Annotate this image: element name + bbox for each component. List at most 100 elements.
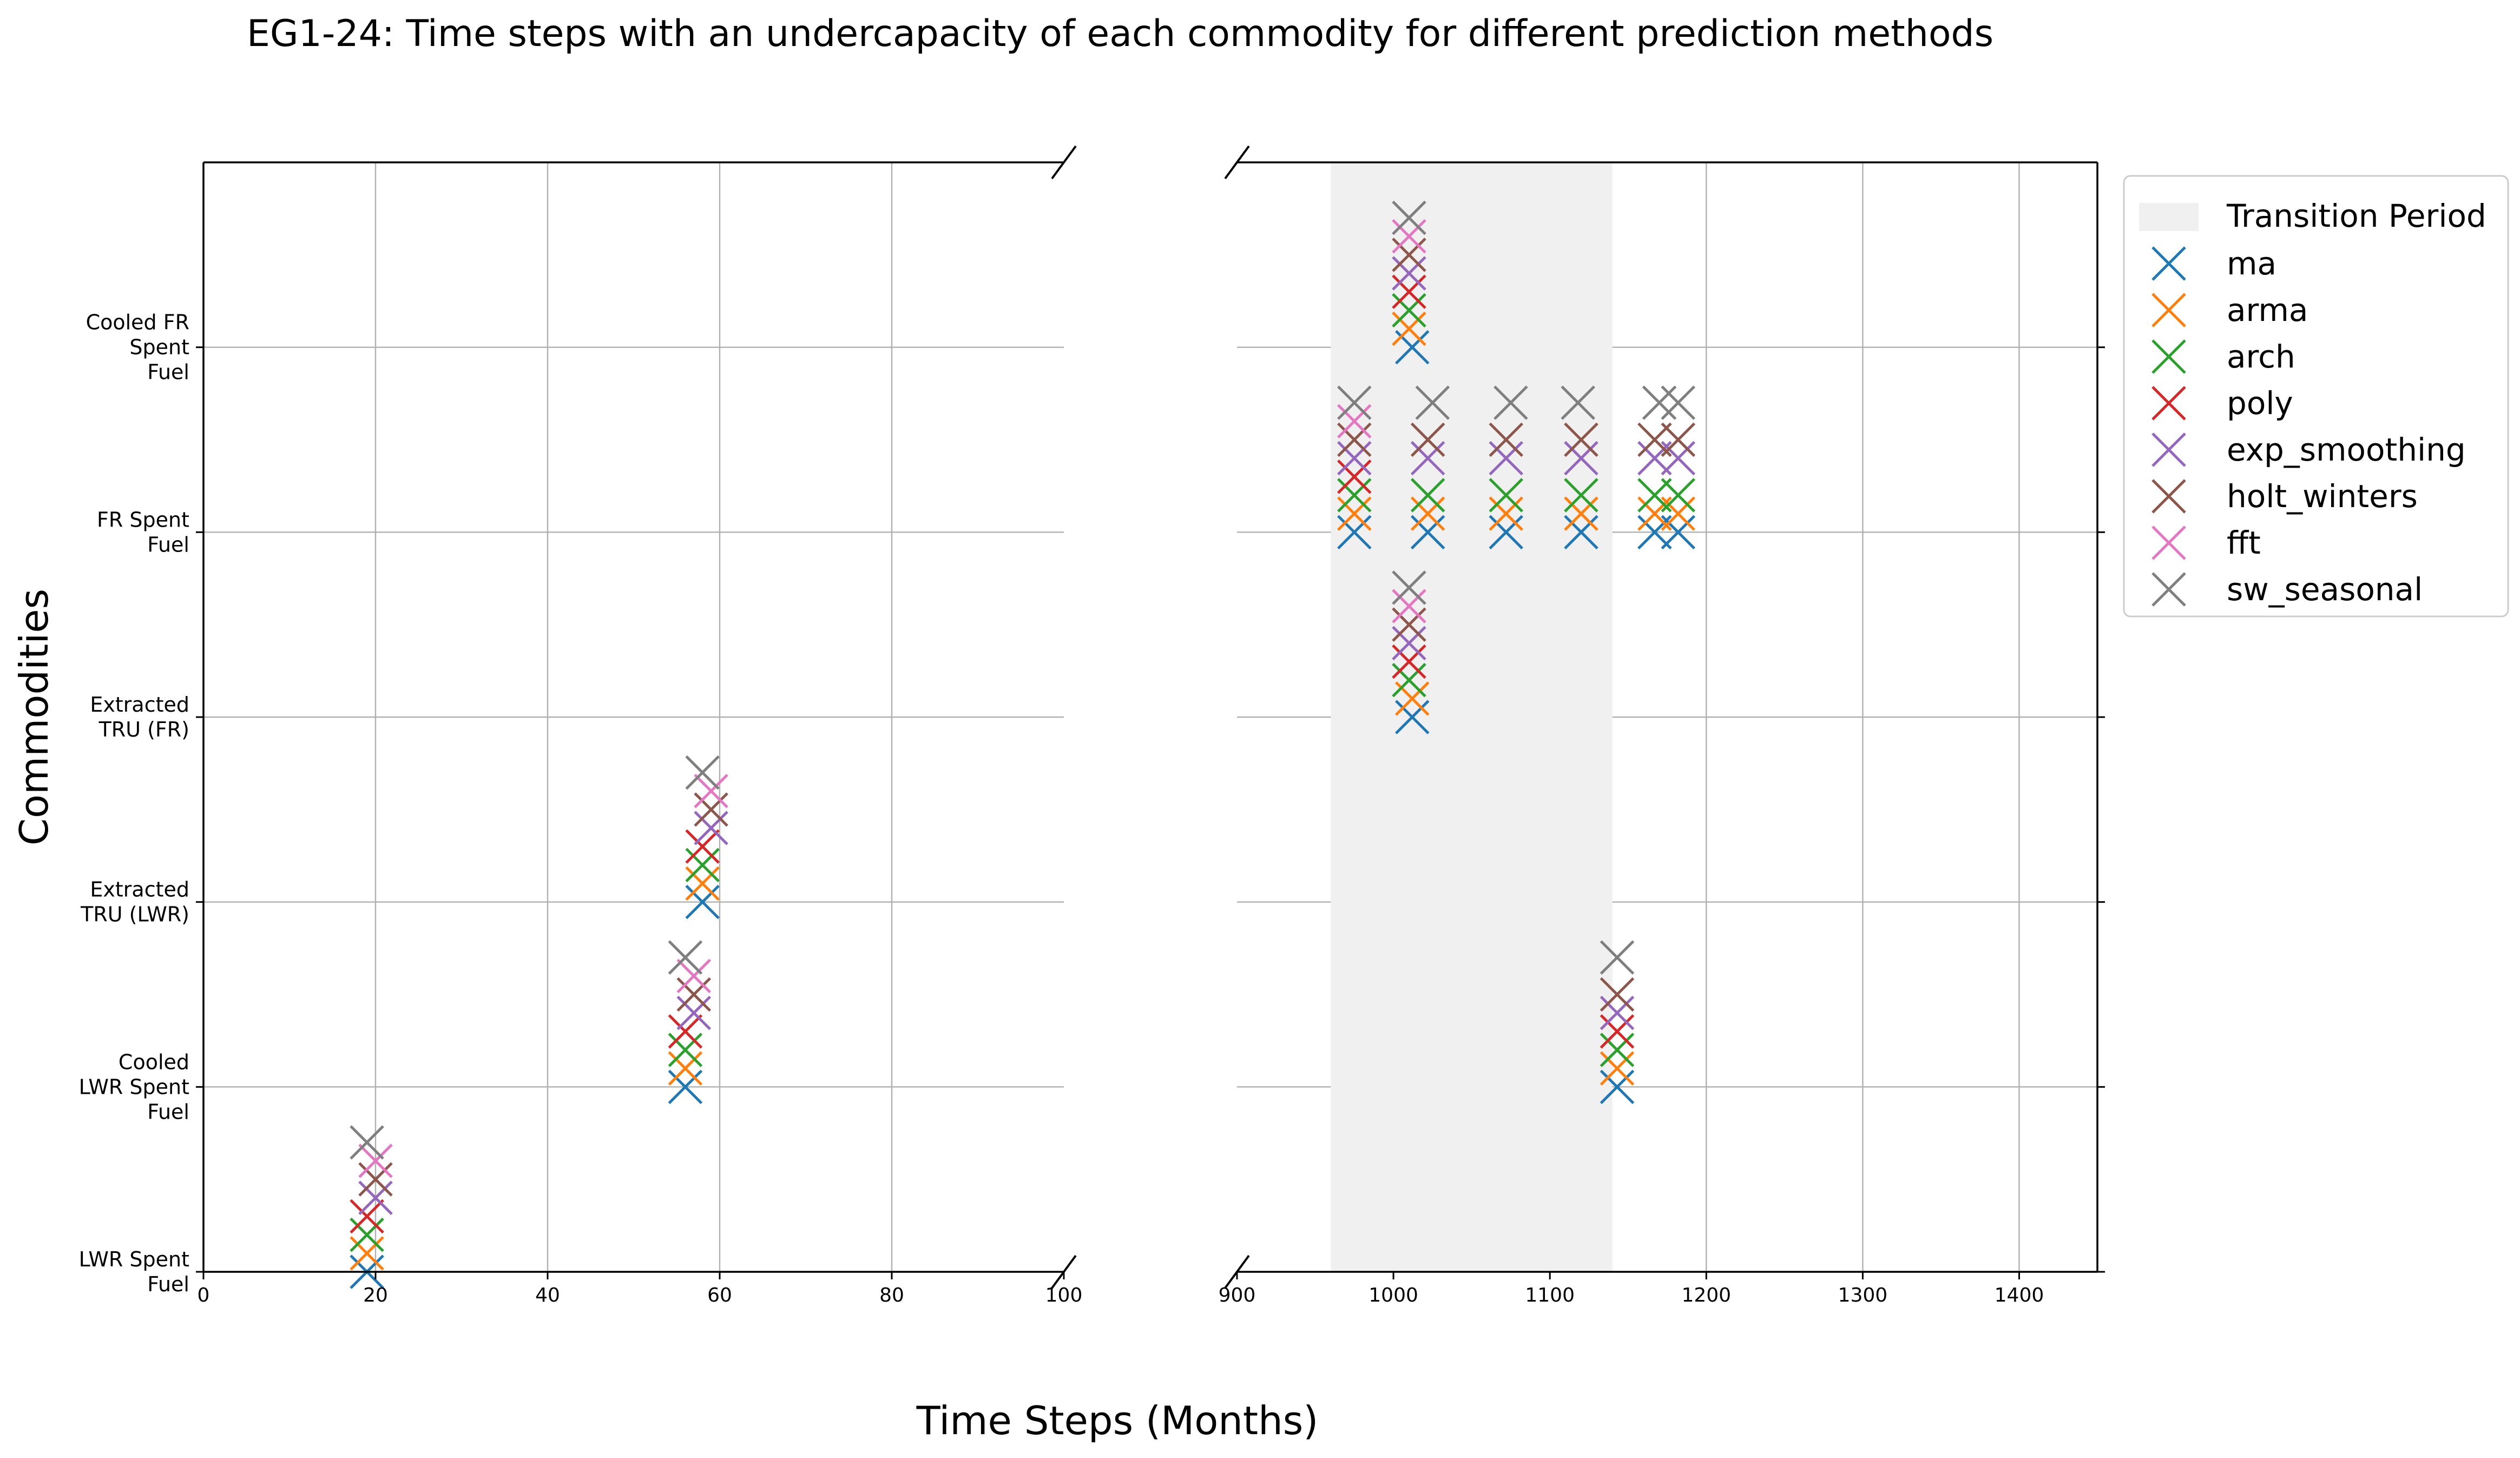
x-tick-label: 1300 <box>1838 1284 1888 1306</box>
marker-exp_smoothing <box>1410 441 1445 476</box>
x-tick-label: 40 <box>535 1284 560 1306</box>
legend-label-exp_smoothing: exp_smoothing <box>2227 431 2466 468</box>
y-category-label: LWR Spent Fuel <box>79 1247 189 1296</box>
marker-poly <box>1392 644 1426 679</box>
marker-arch <box>1392 293 1426 328</box>
x-axis-label: Time Steps (Months) <box>916 1398 1319 1443</box>
legend-marker-holt_winters <box>2151 479 2186 514</box>
legend: Transition Period ma arma arch poly exp_smoot… <box>2123 175 2509 618</box>
legend-marker-fft <box>2151 526 2186 560</box>
x-tick-label: 80 <box>879 1284 904 1306</box>
marker-exp_smoothing <box>1661 441 1696 476</box>
legend-marker-arch <box>2151 339 2186 374</box>
marker-arch <box>1392 662 1426 698</box>
legend-frame <box>2123 175 2509 618</box>
marker-poly <box>685 829 720 864</box>
marker-fft <box>694 773 728 809</box>
marker-holt_winters <box>1564 422 1598 457</box>
marker-sw_seasonal <box>1661 385 1696 420</box>
marker-fft <box>676 958 712 994</box>
marker-ma <box>685 884 720 920</box>
marker-arch <box>1564 478 1598 513</box>
marker-holt_winters <box>1392 607 1426 642</box>
marker-arma <box>350 1236 384 1271</box>
legend-marker-ma <box>2151 246 2186 281</box>
marker-holt_winters <box>1661 422 1696 457</box>
legend-marker-sw_seasonal <box>2151 572 2186 607</box>
marker-arma <box>1337 496 1372 531</box>
marker-arch <box>668 1033 703 1067</box>
marker-sw_seasonal <box>1642 385 1677 420</box>
legend-marker-exp_smoothing <box>2151 432 2186 467</box>
legend-label-transition: Transition Period <box>2226 198 2486 234</box>
x-tick-label: 0 <box>198 1284 210 1306</box>
marker-ma <box>1337 515 1372 550</box>
marker-fft <box>1392 219 1426 254</box>
marker-holt_winters <box>1600 977 1635 1012</box>
marker-exp_smoothing <box>694 811 728 845</box>
marker-sw_seasonal <box>350 1125 384 1160</box>
legend-label-ma: ma <box>2227 245 2276 282</box>
marker-sw_seasonal <box>685 755 720 790</box>
marker-arch <box>1600 1033 1635 1067</box>
marker-arma <box>1489 496 1524 531</box>
x-tick-label: 1400 <box>1995 1284 2044 1306</box>
marker-arma <box>1392 311 1426 346</box>
marker-fft <box>1392 589 1426 623</box>
transition-period-band <box>1331 162 1613 1272</box>
marker-holt_winters <box>1410 422 1445 457</box>
marker-poly <box>1337 459 1372 494</box>
marker-ma <box>1661 515 1696 550</box>
chart-title: EG1-24: Time steps with an undercapacity… <box>247 12 1993 55</box>
marker-ma <box>1395 700 1430 734</box>
marker-arch <box>1410 478 1445 513</box>
legend-label-holt_winters: holt_winters <box>2227 478 2418 515</box>
x-tick-label: 100 <box>1045 1284 1083 1306</box>
x-tick-label: 1000 <box>1368 1284 1418 1306</box>
marker-ma <box>1600 1069 1635 1105</box>
marker-exp_smoothing <box>358 1180 393 1216</box>
legend-marker-arma <box>2151 293 2186 327</box>
y-axis-label: Commodities <box>11 589 57 845</box>
legend-marker-poly <box>2151 386 2186 421</box>
marker-ma <box>1489 515 1524 550</box>
x-tick-label: 900 <box>1219 1284 1256 1306</box>
axis-break-mark <box>1224 145 1250 180</box>
marker-holt_winters <box>1392 238 1426 272</box>
y-category-label: FR Spent Fuel <box>97 508 189 556</box>
marker-sw_seasonal <box>1600 940 1635 975</box>
marker-exp_smoothing <box>1489 441 1524 476</box>
legend-label-fft: fft <box>2227 524 2261 561</box>
legend-swatch-transition <box>2139 203 2199 231</box>
x-tick-label: 20 <box>363 1284 388 1306</box>
marker-exp_smoothing <box>1337 441 1372 476</box>
x-tick-label: 60 <box>707 1284 732 1306</box>
marker-holt_winters <box>1489 422 1524 457</box>
marker-exp_smoothing <box>1600 995 1635 1030</box>
marker-arch <box>1337 478 1372 513</box>
y-category-label: Extracted TRU (FR) <box>90 693 189 741</box>
legend-label-arma: arma <box>2227 292 2308 329</box>
y-category-label: Cooled FR Spent Fuel <box>86 311 189 384</box>
marker-holt_winters <box>358 1162 393 1197</box>
marker-arch <box>1661 478 1696 513</box>
marker-arma <box>1661 496 1696 531</box>
marker-holt_winters <box>694 792 728 827</box>
legend-label-sw_seasonal: sw_seasonal <box>2227 571 2423 608</box>
marker-arch <box>1489 478 1524 513</box>
series-markers <box>350 200 1696 1289</box>
marker-fft <box>1337 404 1372 439</box>
legend-label-arch: arch <box>2227 338 2295 375</box>
marker-sw_seasonal <box>1337 385 1372 420</box>
x-tick-label: 1200 <box>1681 1284 1731 1306</box>
marker-fft <box>358 1144 393 1178</box>
marker-sw_seasonal <box>668 940 703 975</box>
marker-arma <box>685 866 720 901</box>
marker-holt_winters <box>676 977 712 1012</box>
marker-poly <box>668 1014 703 1049</box>
marker-poly <box>350 1199 384 1234</box>
axis-break-mark <box>1051 145 1077 180</box>
marker-exp_smoothing <box>676 995 712 1030</box>
left-panel-grid <box>203 162 1064 1272</box>
